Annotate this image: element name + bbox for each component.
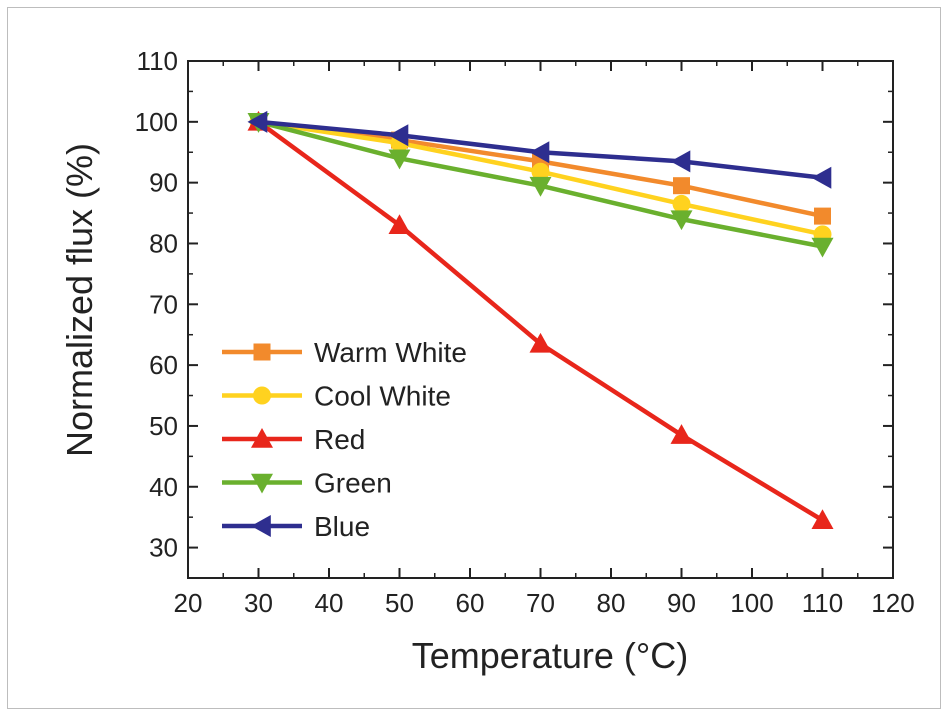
y-tick-label: 50	[149, 411, 178, 441]
legend-marker	[253, 343, 271, 361]
y-tick-label: 60	[149, 350, 178, 380]
legend-label: Cool White	[314, 381, 451, 412]
x-tick-label: 20	[174, 588, 203, 618]
y-tick-label: 70	[149, 289, 178, 319]
data-point	[811, 166, 832, 189]
figure-frame	[7, 7, 941, 709]
data-point	[529, 176, 552, 197]
y-tick-label: 110	[137, 46, 178, 76]
x-tick-label: 80	[597, 588, 626, 618]
legend-marker	[251, 428, 273, 448]
series-cool-white	[249, 112, 832, 244]
legend-item: Green	[222, 468, 392, 499]
x-tick-label: 90	[667, 588, 696, 618]
x-tick-label: 100	[730, 588, 773, 618]
data-point	[670, 424, 693, 444]
data-point	[670, 210, 693, 231]
data-point	[388, 124, 409, 147]
series-blue	[247, 110, 832, 189]
legend-label: Red	[314, 424, 365, 455]
y-tick-label: 100	[135, 107, 178, 137]
data-point	[531, 162, 550, 181]
y-axis-label: Normalized flux (%)	[59, 143, 100, 457]
data-point	[673, 177, 690, 195]
legend-marker	[251, 515, 271, 537]
data-point	[814, 207, 831, 225]
legend-label: Green	[314, 468, 392, 499]
x-tick-label: 110	[802, 588, 843, 618]
legend-label: Warm White	[314, 337, 467, 368]
y-tick-label: 40	[149, 472, 178, 502]
data-point	[670, 150, 691, 173]
legend-item: Blue	[222, 511, 370, 542]
data-point	[811, 509, 834, 530]
data-point	[247, 110, 268, 133]
x-tick-label: 60	[456, 588, 485, 618]
legend-marker	[251, 473, 273, 494]
y-tick-label: 90	[149, 168, 178, 198]
legend-label: Blue	[314, 511, 370, 542]
data-point	[672, 194, 691, 213]
legend-marker	[253, 386, 271, 405]
x-tick-label: 120	[871, 588, 914, 618]
data-point	[388, 149, 411, 170]
legend-item: Cool White	[222, 381, 451, 412]
x-tick-label: 30	[244, 588, 273, 618]
data-point	[529, 141, 550, 164]
x-tick-label: 70	[526, 588, 555, 618]
data-point	[388, 214, 411, 235]
x-axis-label: Temperature (°C)	[412, 635, 688, 676]
data-point	[811, 237, 834, 258]
x-tick-label: 50	[385, 588, 414, 618]
x-tick-label: 40	[315, 588, 344, 618]
plot-area: 20 30 40 50 60 70 80 90 100 110 120 30 40 50 60 70 80 90 1…	[135, 46, 915, 618]
data-point	[529, 332, 552, 353]
y-tick-label: 80	[149, 228, 178, 258]
y-tick-label: 30	[149, 533, 178, 563]
legend-item: Warm White	[222, 337, 467, 368]
legend-item: Red	[222, 424, 365, 455]
